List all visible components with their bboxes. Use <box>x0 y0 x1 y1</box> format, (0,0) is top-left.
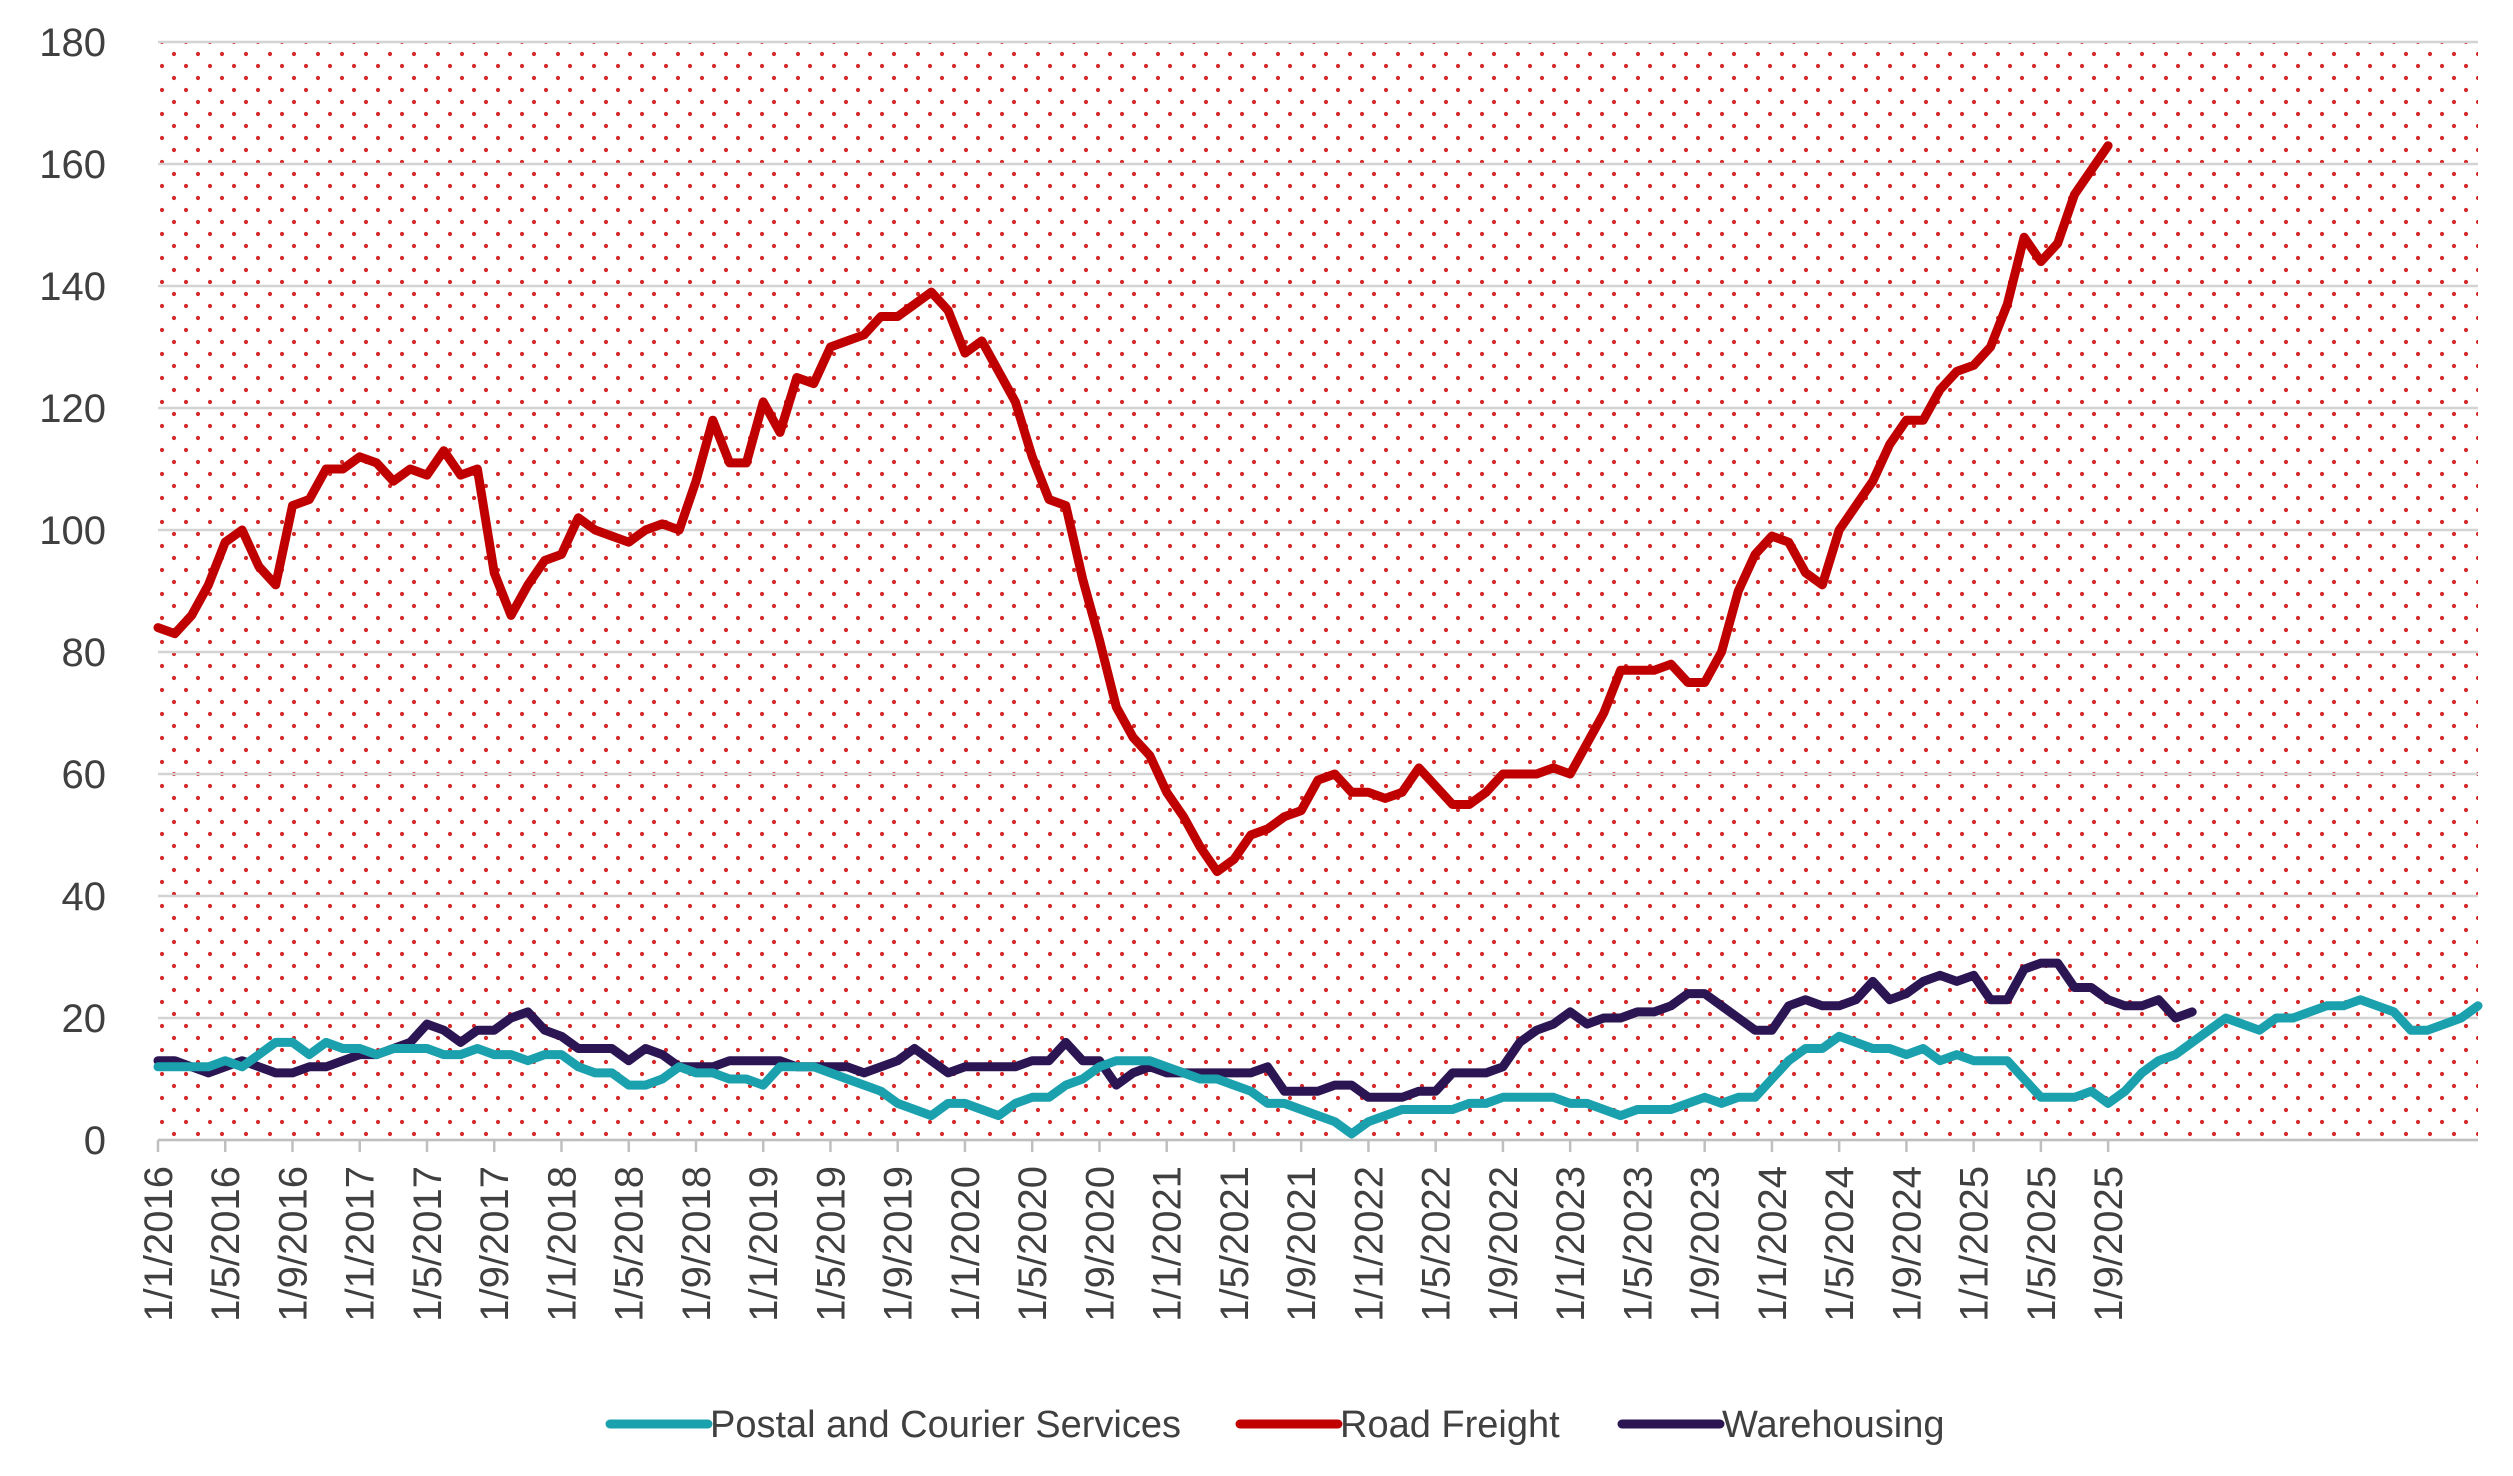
x-tick-label: 1/9/2016 <box>271 1166 315 1322</box>
legend-label: Postal and Courier Services <box>710 1404 1181 1446</box>
y-tick-label: 100 <box>39 509 106 553</box>
x-tick-label: 1/1/2025 <box>1953 1166 1997 1322</box>
plot-area-background <box>158 42 2478 1140</box>
x-tick-label: 1/5/2022 <box>1415 1166 1459 1322</box>
x-tick-label: 1/1/2019 <box>742 1166 786 1322</box>
x-axis: 1/1/2016 1/5/2016 1/9/2016 1/1/2017 1/5/2017… <box>137 1138 2478 1322</box>
y-axis: 0 20 40 60 80 100 120 140 160 180 <box>39 21 106 1163</box>
x-tick-label: 1/9/2018 <box>675 1166 719 1322</box>
legend-label: Road Freight <box>1340 1404 1560 1446</box>
x-tick-label: 1/9/2024 <box>1885 1166 1929 1322</box>
x-tick-label: 1/5/2024 <box>1818 1166 1862 1322</box>
legend-item: Postal and Courier Services <box>605 1404 1181 1446</box>
x-tick-label: 1/9/2025 <box>2087 1166 2131 1322</box>
y-tick-label: 60 <box>62 753 107 797</box>
x-tick-label: 1/1/2016 <box>137 1166 181 1322</box>
legend-label: Warehousing <box>1722 1404 1945 1446</box>
x-tick-label: 1/5/2017 <box>406 1166 450 1322</box>
y-tick-label: 0 <box>84 1119 106 1163</box>
x-tick-label: 1/1/2018 <box>540 1166 584 1322</box>
series-line-road-freight <box>153 141 2113 877</box>
x-tick-label: 1/9/2017 <box>473 1166 517 1322</box>
x-tick-label: 1/5/2016 <box>204 1166 248 1322</box>
x-tick-label: 1/1/2024 <box>1751 1166 1795 1322</box>
y-tick-label: 80 <box>62 631 107 675</box>
legend-item: Road Freight <box>1235 1404 1560 1446</box>
legend: Postal and Courier Services Road Freight W… <box>605 1404 1945 1446</box>
x-tick-label: 1/5/2019 <box>809 1166 853 1322</box>
series-line-postal-and-courier-services <box>153 995 2483 1139</box>
x-tick-label: 1/9/2019 <box>877 1166 921 1322</box>
x-tick-label: 1/1/2022 <box>1347 1166 1391 1322</box>
x-tick-label: 1/5/2025 <box>2020 1166 2064 1322</box>
gridlines <box>158 40 2478 1142</box>
x-tick-label: 1/9/2021 <box>1280 1166 1324 1322</box>
x-tick-label: 1/1/2023 <box>1549 1166 1593 1322</box>
x-tick-label: 1/5/2018 <box>608 1166 652 1322</box>
y-tick-label: 160 <box>39 143 106 187</box>
x-tick-label: 1/5/2021 <box>1213 1166 1257 1322</box>
x-tick-label: 1/9/2022 <box>1482 1166 1526 1322</box>
x-tick-label: 1/1/2020 <box>944 1166 988 1322</box>
y-tick-label: 140 <box>39 265 106 309</box>
y-tick-label: 20 <box>62 997 107 1041</box>
x-tick-label: 1/1/2017 <box>339 1166 383 1322</box>
x-tick-label: 1/9/2020 <box>1078 1166 1122 1322</box>
x-tick-label: 1/5/2020 <box>1011 1166 1055 1322</box>
series-lines <box>153 141 2483 1139</box>
y-tick-label: 40 <box>62 875 107 919</box>
legend-item: Warehousing <box>1617 1404 1945 1446</box>
x-tick-label: 1/5/2023 <box>1616 1166 1660 1322</box>
y-tick-label: 120 <box>39 387 106 431</box>
x-tick-label: 1/1/2021 <box>1146 1166 1190 1322</box>
x-tick-label: 1/9/2023 <box>1684 1166 1728 1322</box>
y-tick-label: 180 <box>39 21 106 65</box>
